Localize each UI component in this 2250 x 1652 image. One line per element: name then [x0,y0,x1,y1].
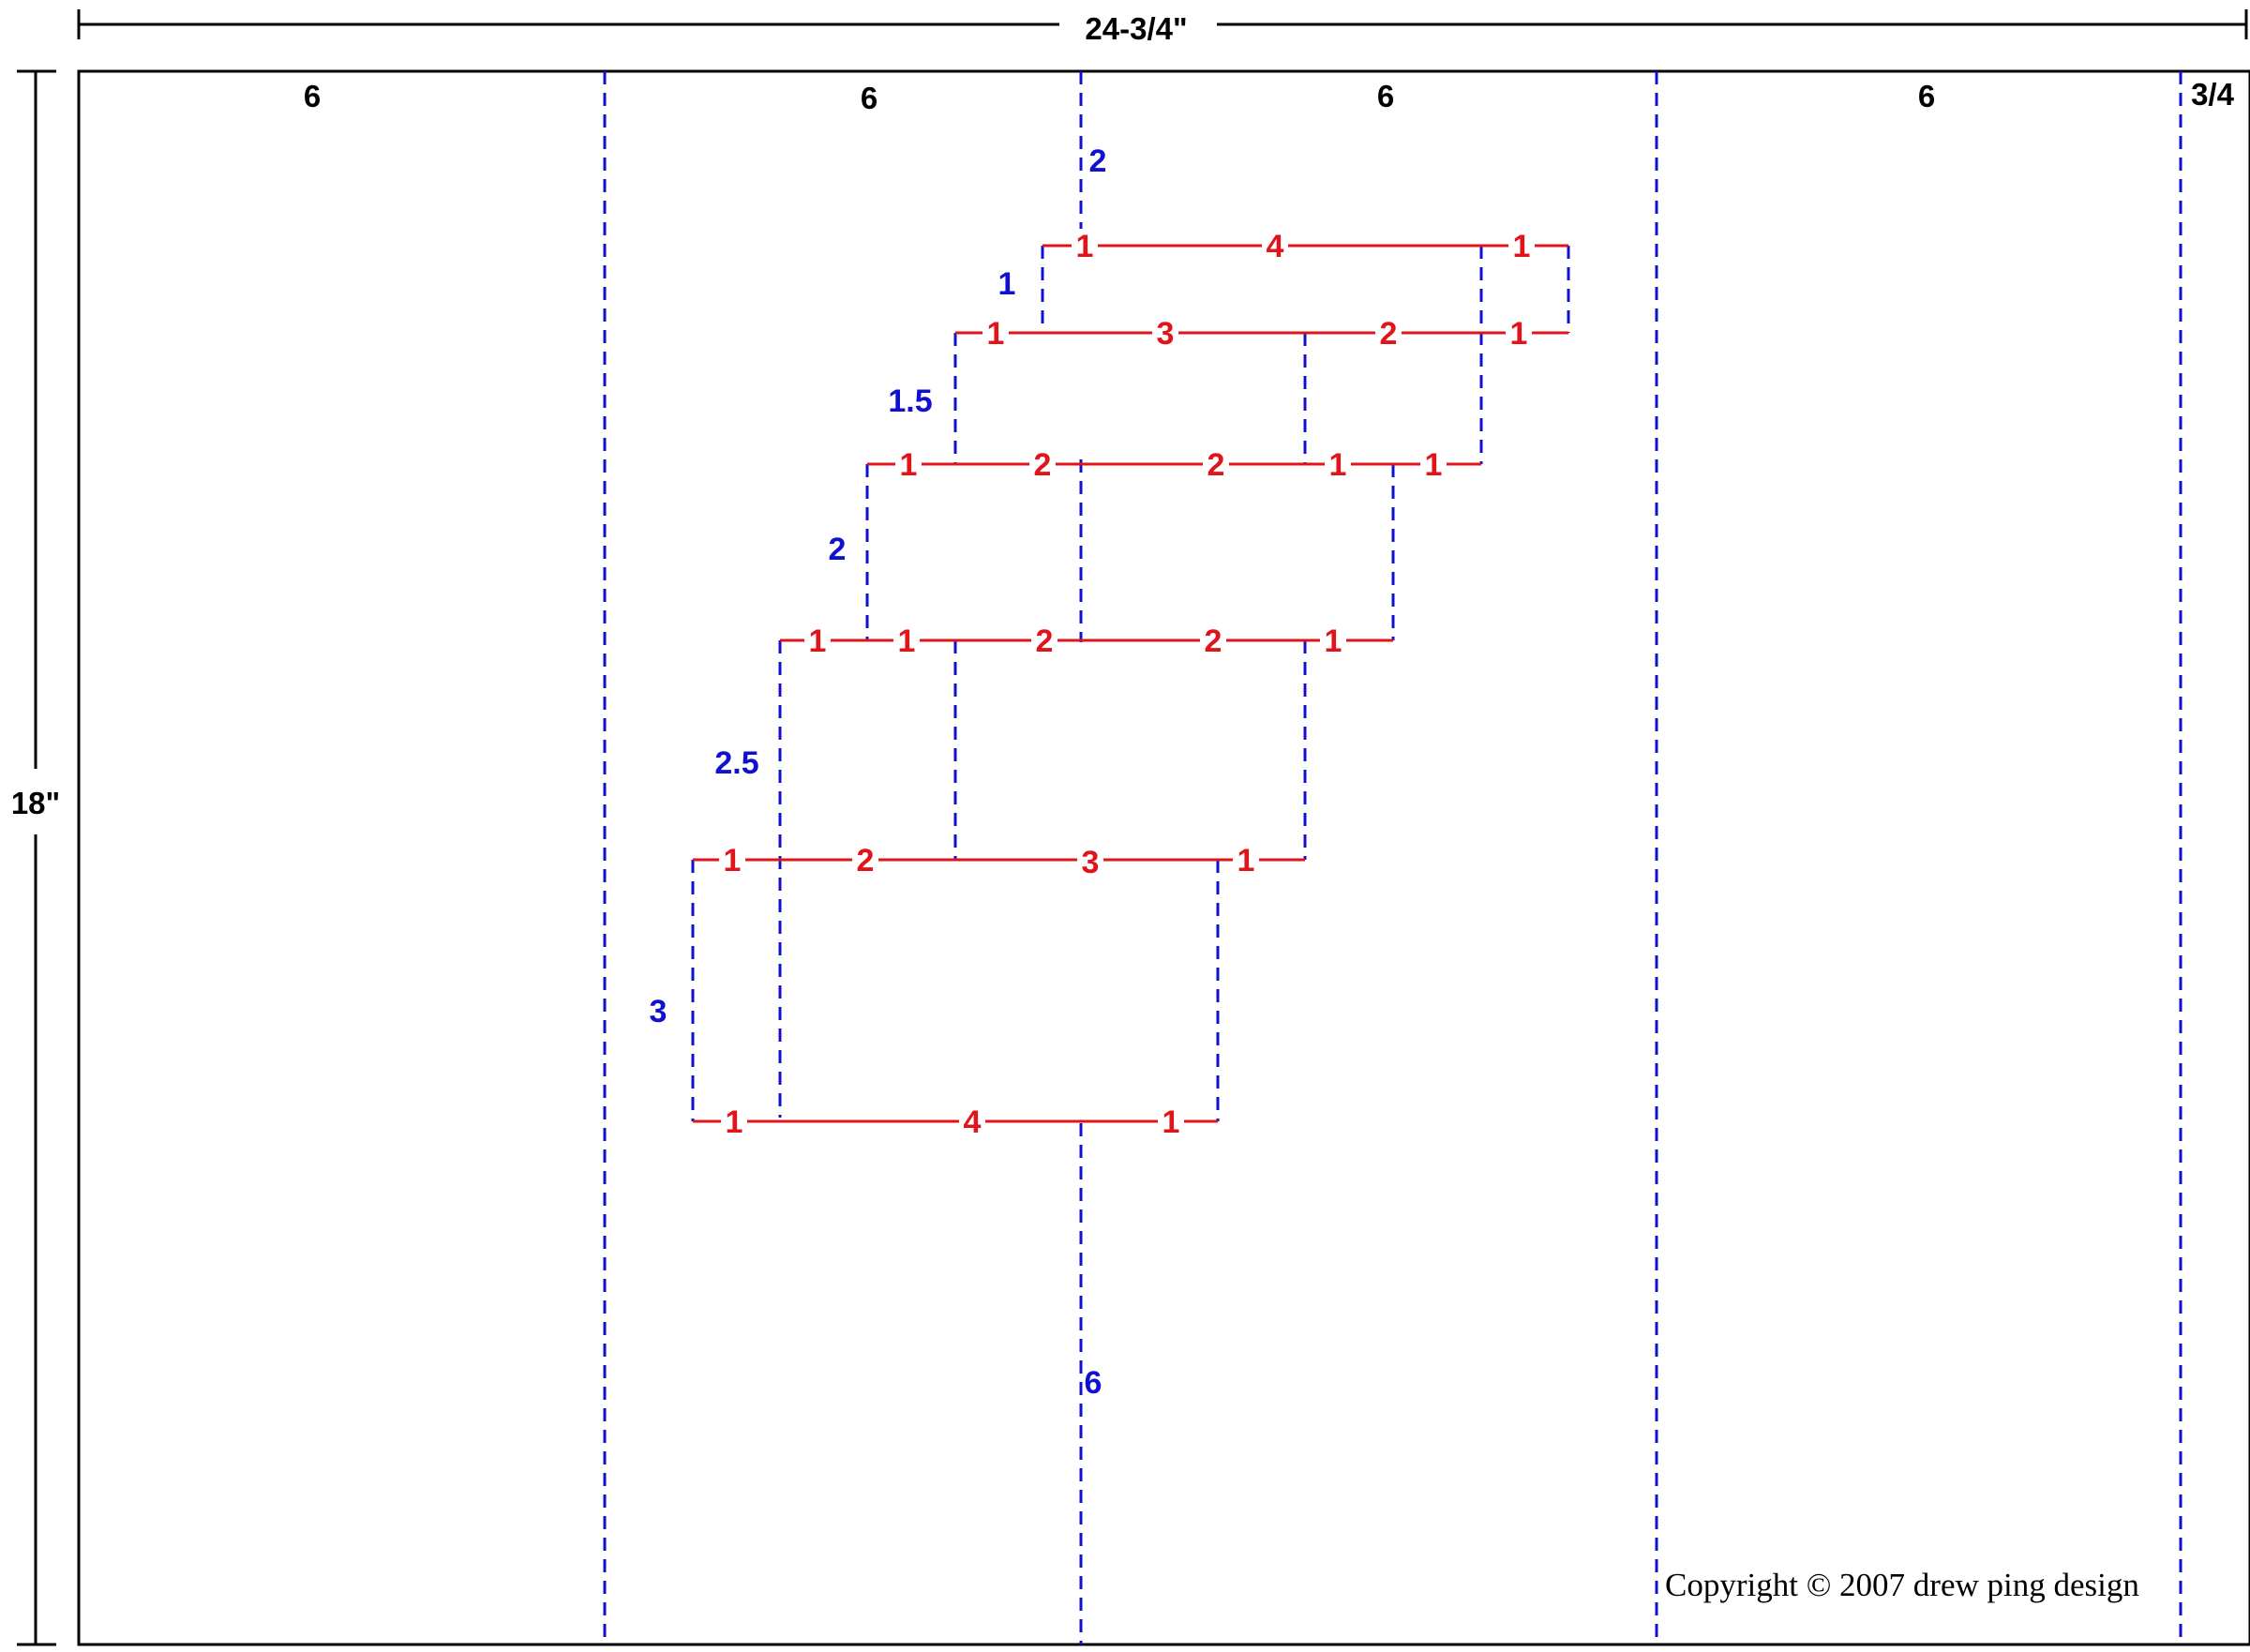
overall-height-label: 18" [11,786,60,820]
cut-segment-label: 2 [857,843,875,879]
cut-lines [693,244,1568,1123]
fold-depth-label: 2.5 [714,745,758,781]
overall-width-label: 24-3/4" [1085,11,1187,46]
cut-segment-label: 2 [1036,623,1054,659]
column-width-labels: 6 6 6 6 3/4 [304,77,2235,115]
cut-segment-label: 1 [1513,229,1531,264]
fold-depth-label: 2 [829,532,847,567]
cut-segment-label: 1 [1510,316,1528,352]
cut-segment-label: 4 [1267,229,1284,264]
cut-segment-label: 1 [898,623,916,659]
cut-segment-label: 3 [1157,316,1175,352]
fold-depth-label: 3 [650,994,668,1029]
height-dimension: 18" [11,69,60,1646]
cut-segment-label: 1 [1325,623,1342,659]
cut-segment-label: 1 [1076,229,1094,264]
cut-segment-label: 2 [1208,447,1225,483]
column-width-label: 6 [304,79,321,113]
fold-depth-label: 2 [1089,143,1107,179]
cut-segment-label: 2 [1034,447,1052,483]
width-dimension: 24-3/4" [77,9,2248,46]
cut-segment-label: 2 [1380,316,1398,352]
fold-depth-labels: 2 1 1.5 2 2.5 3 6 [650,143,1107,1401]
cut-segment-label: 2 [1205,623,1222,659]
cut-segment-labels: 1 4 1 1 3 2 1 1 2 2 1 1 1 1 2 2 1 [719,229,1535,1140]
fold-depth-label: 1 [998,266,1016,302]
cut-segment-label: 1 [726,1104,743,1140]
cut-segment-label: 1 [724,843,742,879]
sheet-outline [77,69,2250,1646]
copyright-notice: Copyright © 2007 drew ping design [1665,1567,2139,1603]
cut-segment-label: 1 [987,316,1005,352]
fold-depth-label: 1.5 [888,383,932,419]
cut-segment-label: 1 [1238,843,1255,879]
column-width-label: 3/4 [2191,77,2235,112]
fold-lines [603,71,2182,1644]
fold-depth-label: 6 [1085,1365,1102,1401]
column-width-label: 6 [1918,79,1935,113]
cut-segment-label: 1 [1425,447,1443,483]
cut-segment-label: 4 [964,1104,982,1140]
column-width-label: 6 [1377,79,1394,113]
cut-segment-label: 3 [1082,845,1100,880]
column-width-label: 6 [861,81,878,115]
cut-segment-label: 1 [809,623,827,659]
cut-segment-label: 1 [1329,447,1347,483]
cut-segment-label: 1 [900,447,918,483]
cut-segment-label: 1 [1162,1104,1180,1140]
